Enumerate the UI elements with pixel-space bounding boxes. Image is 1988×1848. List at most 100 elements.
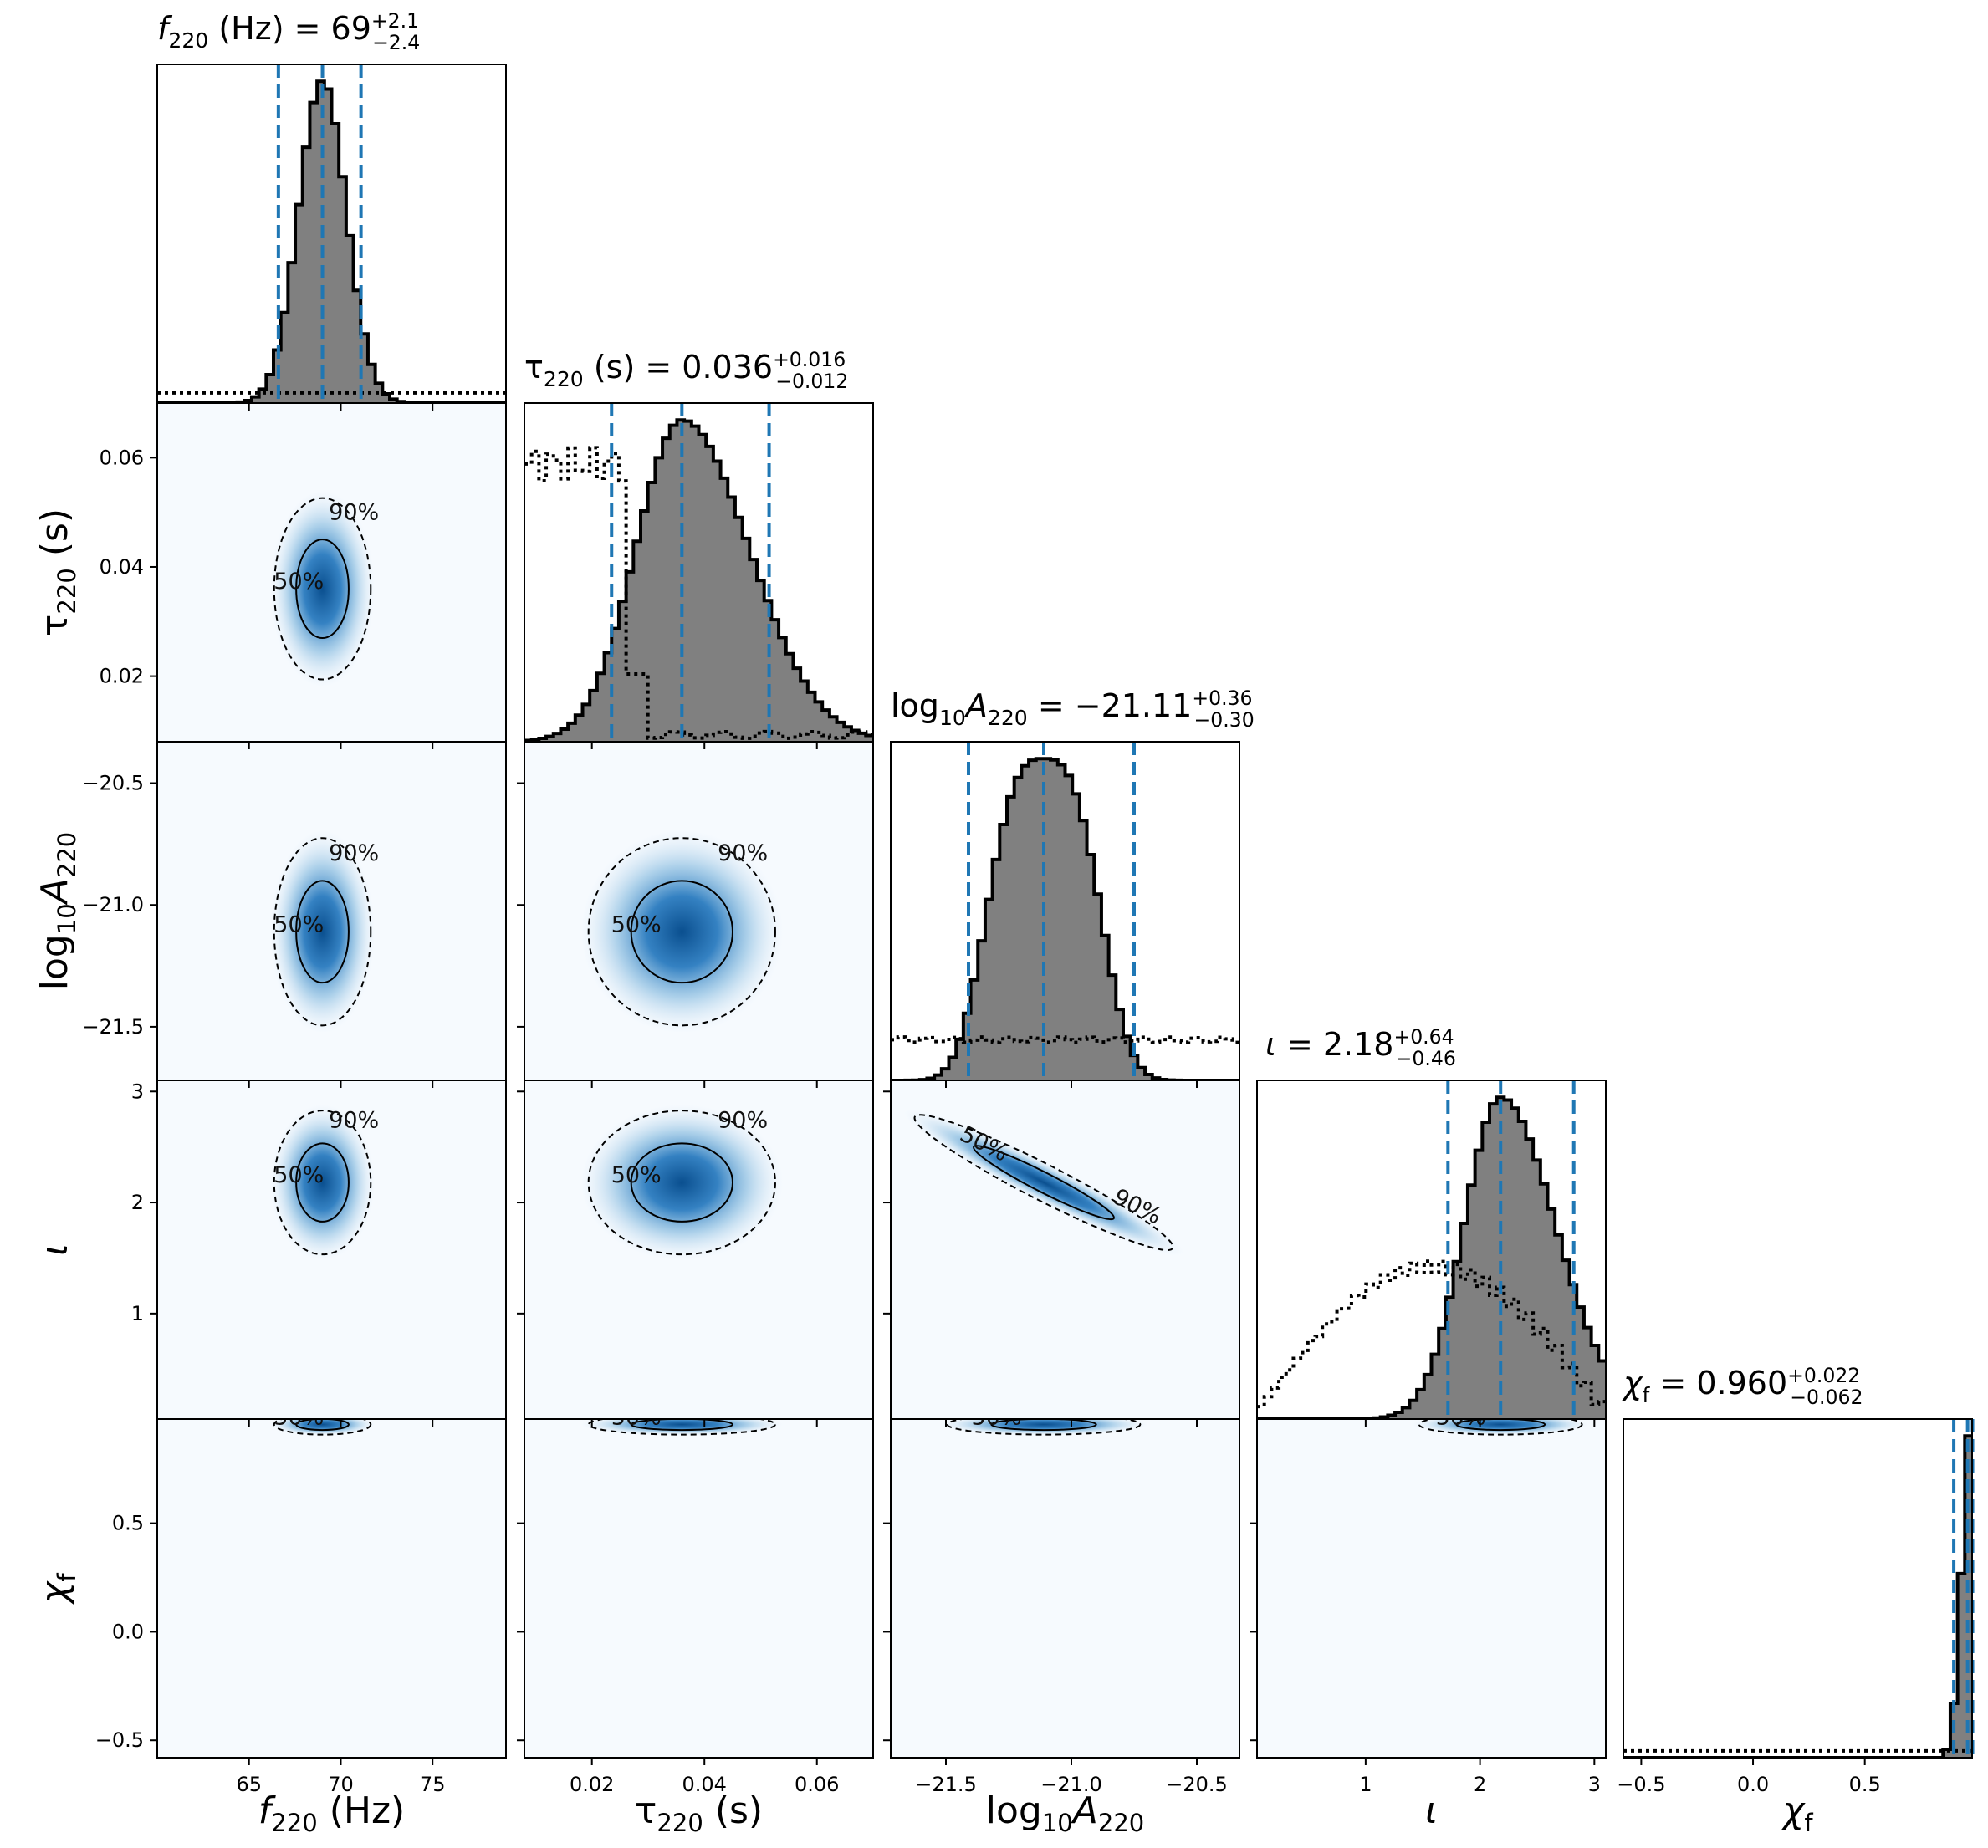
y-tick-label: 1 <box>131 1302 144 1325</box>
hist-bar <box>829 717 838 742</box>
hist-bar <box>575 715 583 742</box>
hist-bar <box>353 290 361 403</box>
contour-50 <box>630 880 733 984</box>
contour-50 <box>295 1419 350 1432</box>
y-tick-label: −21.0 <box>82 893 144 916</box>
x-tick-label: −21.5 <box>915 1773 977 1796</box>
density-contents: 50%90% <box>580 1104 784 1261</box>
contour-label-50: 50% <box>273 911 324 937</box>
density-contents: 50%90% <box>269 1419 379 1436</box>
hist-bar <box>1423 1374 1432 1419</box>
hist-bar <box>1474 1150 1483 1419</box>
hist-bar <box>633 541 641 742</box>
density-background <box>891 1419 1239 1758</box>
hist-bar <box>1050 759 1059 1080</box>
hist-bar <box>324 89 332 403</box>
contour-50 <box>630 1419 733 1432</box>
contour-90 <box>273 1419 372 1436</box>
x-tick-label: 2 <box>1474 1773 1486 1796</box>
density-blob <box>269 830 376 1034</box>
hist-bar <box>1431 1354 1439 1419</box>
density-panel-f220-chif: 50%90% <box>156 1418 507 1759</box>
hist-bar <box>1957 1573 1965 1758</box>
title-iota: ι = 2.18+0.64 −0.46 <box>1265 1025 1456 1070</box>
hist-bar <box>1965 1436 1973 1758</box>
x-tick-label: 0.04 <box>682 1773 727 1796</box>
y-tick-label: 2 <box>131 1191 144 1214</box>
hist-bar <box>934 1075 943 1080</box>
contour-90 <box>273 1110 372 1256</box>
density-panel-tau220-chif: 50% 90% <box>524 1404 874 1759</box>
hist-bar <box>360 334 369 403</box>
contour-90 <box>587 1419 776 1436</box>
hist-bar <box>1057 764 1066 1080</box>
hist-bar <box>1577 1307 1585 1419</box>
hist-bar <box>590 690 598 742</box>
title-f220: f220 (Hz) = 69+2.1 −2.4 <box>157 9 420 54</box>
hist-bar <box>331 124 340 403</box>
hist-bar <box>611 628 620 742</box>
y-tick-label: 0.06 <box>100 446 144 469</box>
hist-bar <box>655 457 663 742</box>
y-axis-label-chif: χf <box>33 1573 81 1606</box>
hist-bar <box>560 729 569 742</box>
contour-label-50: 50% <box>972 1404 1022 1430</box>
contour-label-50: 50% <box>611 1404 662 1430</box>
hist-outline <box>1623 1434 1972 1759</box>
hist-bar <box>1533 1160 1541 1419</box>
density-panel-f220-logA220: 50% 90% <box>156 741 507 1081</box>
y-tick-label: −0.5 <box>95 1728 144 1752</box>
hist-bar <box>978 941 986 1080</box>
hist-bar <box>1065 775 1073 1080</box>
hist-bar <box>713 461 722 742</box>
density-blob <box>269 490 376 687</box>
hist-bar <box>1490 1104 1498 1419</box>
prior-outline <box>891 1035 1239 1044</box>
x-tick-label: 0.0 <box>1737 1773 1769 1796</box>
contour-90 <box>913 1114 1174 1252</box>
hist-bar <box>288 263 296 403</box>
density-panel-tau220-iota: 50% 90% <box>524 1080 874 1420</box>
hist-bar <box>822 710 830 742</box>
hist-bar <box>604 652 612 742</box>
hist-bar <box>1453 1261 1461 1419</box>
contour-label-50: 50% <box>611 911 662 937</box>
hist-bar <box>1445 1297 1454 1419</box>
density-contents: 50%90% <box>1412 1396 1590 1436</box>
hist-bar <box>866 735 874 742</box>
contour-label-90: 90% <box>1529 1396 1579 1422</box>
hist-bar <box>706 446 714 742</box>
hist-bar <box>266 374 274 403</box>
contour-50 <box>1455 1419 1546 1432</box>
hist-bar <box>1137 1067 1146 1080</box>
contour-90 <box>1418 1419 1583 1436</box>
hist-bar <box>1108 975 1117 1080</box>
hist-bar <box>677 420 685 742</box>
hist-bar <box>1561 1260 1571 1419</box>
y-tick-label: 0.0 <box>112 1620 144 1643</box>
hist-bar <box>1094 894 1102 1080</box>
hist-bar <box>749 559 758 742</box>
hist-bar <box>251 396 260 403</box>
hist-bar <box>815 702 823 742</box>
density-background <box>157 1419 506 1758</box>
hist-bar <box>295 204 304 403</box>
corner-panels: f220 (Hz) = 69+2.1 −2.4 τ220 (s) = 0.036+0… <box>33 9 1975 1837</box>
contour-50 <box>295 539 350 640</box>
x-tick-label: 3 <box>1588 1773 1601 1796</box>
density-panel-f220-iota: 50% 90% <box>156 1080 507 1420</box>
hist-bar <box>771 620 779 742</box>
hist-bar <box>1525 1139 1534 1419</box>
density-contents: 50%90% <box>269 1104 379 1261</box>
x-axis-label-iota: ι <box>1425 1789 1438 1832</box>
hist-bar <box>1591 1345 1599 1419</box>
density-contents: 50% 90% <box>938 1396 1149 1436</box>
hist-bar <box>1014 777 1022 1080</box>
hist-bar <box>539 738 547 742</box>
contour-label-90: 90% <box>1081 1396 1132 1422</box>
hist-bar <box>1007 796 1015 1080</box>
density-background <box>524 1419 873 1758</box>
contour-90 <box>946 1419 1142 1436</box>
hist-bar <box>1072 794 1081 1080</box>
